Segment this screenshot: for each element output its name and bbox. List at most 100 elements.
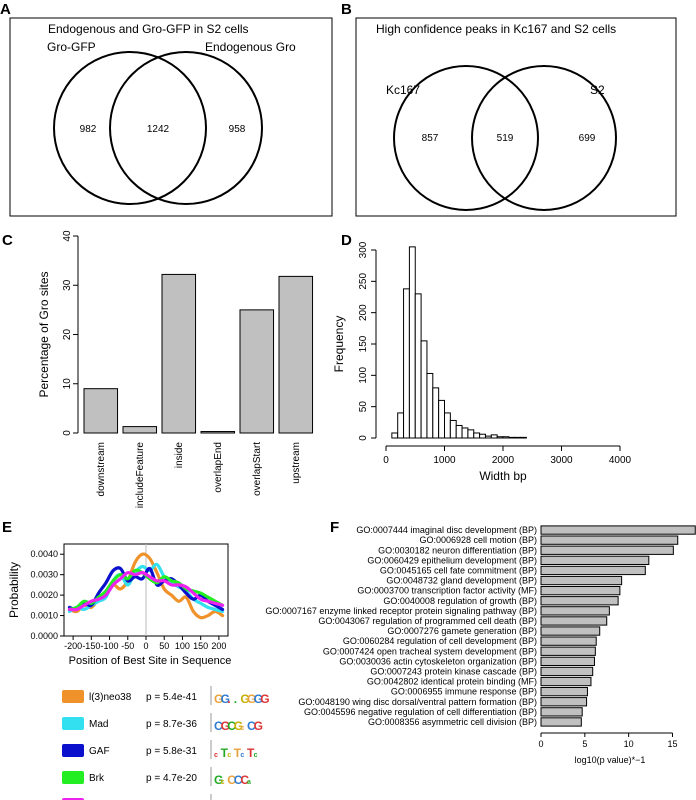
x-tick-label: 0: [538, 739, 543, 749]
x-axis-label: log10(p value)*−1: [575, 755, 646, 765]
y-axis-label: Probability: [7, 562, 21, 618]
go-term-label: GO:0006955 immune response (BP): [391, 687, 537, 697]
x-tick-label: 5: [582, 739, 587, 749]
go-term-bar: [540, 606, 610, 616]
legend-label: Brk: [89, 773, 105, 784]
panel-c-letter: C: [2, 232, 13, 249]
panel-b-title: High confidence peaks in Kc167 and S2 ce…: [376, 22, 616, 36]
legend-p-value: p = 5.4e-41: [146, 692, 197, 703]
go-term-bar: [540, 555, 650, 565]
histogram-bin: [455, 424, 463, 439]
venn-a-left-count: 982: [80, 124, 97, 135]
motif-logo-letter: G: [214, 692, 223, 706]
go-term-bar: [540, 717, 582, 727]
y-tick-label: 0.0040: [30, 549, 58, 559]
panel-a-letter: A: [0, 1, 11, 18]
go-term-label: GO:0003700 transcription factor activity…: [357, 586, 537, 596]
x-tick-label: 2000: [492, 455, 515, 466]
x-tick-label: 100: [175, 641, 190, 651]
panel-d-histogram: 0 50 100 150 200 250 300 Frequency 0 1000 2000 3000…: [332, 241, 632, 483]
y-axis-label: Frequency: [332, 316, 346, 373]
x-tick-label: 200: [211, 641, 226, 651]
go-term-bar: [540, 707, 583, 717]
x-tick-label: -100: [101, 641, 119, 651]
x-tick-label: 15: [667, 739, 677, 749]
venn-b-left-circle: [393, 65, 539, 211]
motif-logo-letter: G: [260, 692, 269, 706]
go-term-label: GO:0030182 neuron differentiation (BP): [378, 545, 537, 555]
x-tick-label: 50: [159, 641, 169, 651]
motif-logo-letter: G: [221, 692, 230, 706]
motif-logo-letter: c: [240, 725, 244, 732]
venn-b-overlap-count: 519: [497, 133, 514, 144]
panel-a-frame: [9, 17, 333, 217]
motif-logo-letter: G: [234, 719, 243, 733]
motif-logo-letter: C: [214, 719, 223, 733]
x-category-label: overlapStart: [252, 442, 263, 496]
motif-logo-letter: c: [227, 752, 231, 759]
y-tick-label: 40: [62, 230, 73, 242]
x-tick-label: -200: [64, 641, 82, 651]
venn-a-overlap-count: 1242: [147, 124, 170, 135]
histogram-bin: [508, 436, 516, 439]
panel-a-left-label: Gro-GFP: [47, 40, 96, 54]
histogram-bin: [467, 429, 475, 439]
histogram-bin: [502, 436, 510, 439]
go-term-label: GO:0008356 asymmetric cell division (BP): [368, 717, 537, 727]
go-term-bar: [540, 656, 595, 666]
x-tick-label: 150: [193, 641, 208, 651]
panel-f-letter: F: [330, 519, 339, 536]
histogram-bin: [473, 432, 481, 439]
x-tick-label: 4000: [609, 455, 632, 466]
venn-b-right-circle: [471, 65, 617, 211]
go-term-label: GO:0048190 wing disc dorsal/ventral patt…: [298, 697, 537, 707]
panel-a-title: Endogenous and Gro-GFP in S2 cells: [48, 22, 249, 36]
histogram-bin: [479, 433, 486, 439]
histogram-bin: [490, 434, 498, 439]
legend-swatch-Brk: [62, 771, 84, 784]
histogram-bin: [438, 399, 445, 439]
bar-downstream: [83, 388, 119, 434]
go-term-label: GO:0007424 open tracheal system developm…: [323, 646, 537, 656]
x-category-label: overlapEnd: [213, 442, 224, 493]
y-tick-label: 0: [358, 435, 369, 441]
histogram-bin: [397, 412, 405, 439]
bar-overlapStart: [239, 309, 275, 434]
motif-logo-letter: c: [214, 752, 218, 759]
go-term-label: GO:0007444 imaginal disc development (BP…: [356, 525, 537, 535]
y-tick-label: 100: [358, 367, 369, 384]
x-category-label: upstream: [291, 442, 302, 484]
histogram-bin: [432, 387, 440, 439]
go-term-bar: [540, 545, 674, 555]
go-term-bar: [540, 586, 621, 596]
go-term-label: GO:0060429 epithelium development (BP): [367, 555, 537, 565]
go-term-label: GO:0007243 protein kinase cascade (BP): [370, 666, 537, 676]
histogram-bin: [496, 436, 504, 439]
legend-p-value: p = 5.8e-31: [146, 746, 197, 757]
legend-p-value: p = 4.7e-20: [146, 773, 197, 784]
go-term-label: GO:0043067 regulation of programmed cell…: [318, 616, 537, 626]
motif-logo-letter: c: [221, 779, 225, 786]
y-tick-label: 30: [62, 279, 73, 291]
histogram-bin: [449, 419, 457, 439]
panel-d-letter: D: [341, 232, 352, 249]
motif-logo-letter: .: [227, 692, 230, 706]
panel-b-frame: [355, 17, 677, 217]
motif-logo-letter: G: [221, 719, 230, 733]
series-line-Mad: [67, 562, 225, 614]
x-category-label: downstream: [96, 442, 107, 496]
histogram-bin: [514, 436, 522, 439]
histogram-bin: [426, 372, 434, 439]
motif-logo-letter: c: [240, 752, 244, 759]
motif-logo-letter: G: [254, 692, 263, 706]
venn-b-right-count: 699: [579, 133, 596, 144]
venn-b-left-count: 857: [422, 133, 439, 144]
y-tick-label: 0.0010: [30, 611, 58, 621]
go-term-bar: [540, 565, 646, 576]
venn-a-left-circle: [53, 51, 207, 205]
legend-p-value: p = 8.7e-36: [146, 719, 197, 730]
go-term-bar: [540, 616, 608, 626]
